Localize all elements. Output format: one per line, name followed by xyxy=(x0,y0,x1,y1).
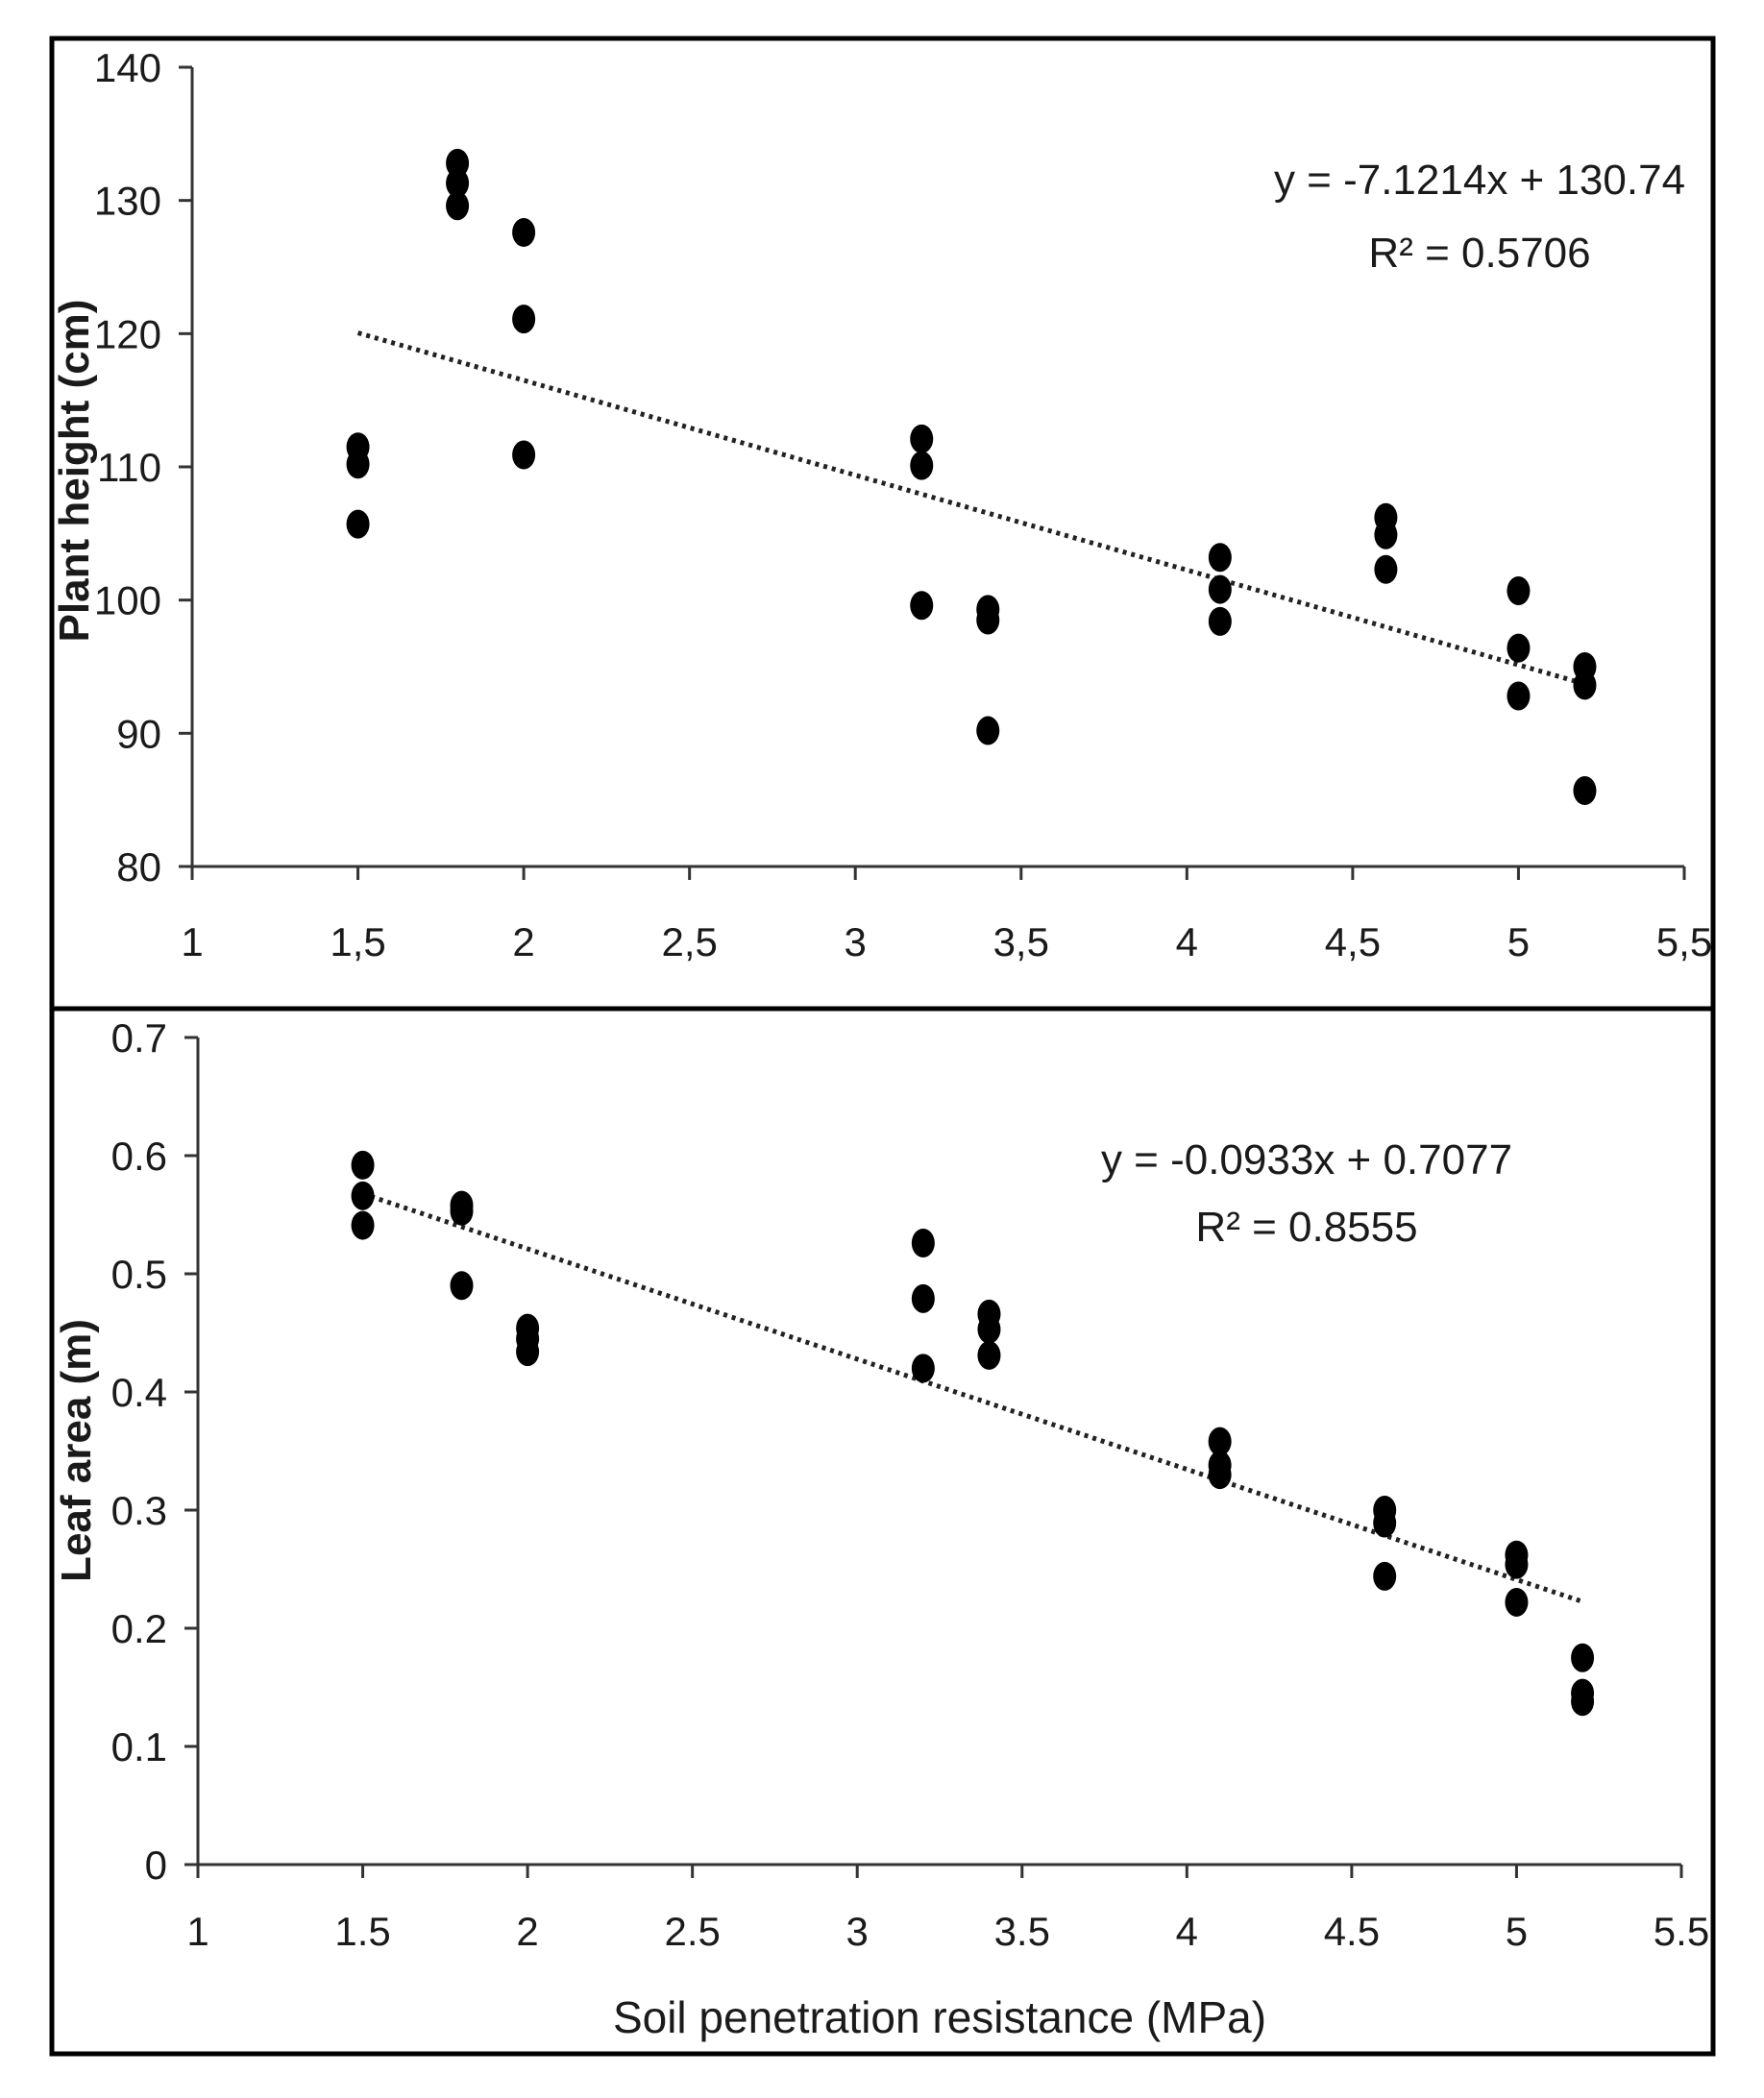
y-tick-label: 90 xyxy=(116,711,161,756)
x-tick-label: 3,5 xyxy=(993,919,1049,964)
data-point xyxy=(1507,575,1531,605)
y-tick-label: 0.1 xyxy=(111,1724,167,1769)
leaf-area-chart: 0 0.1 0.2 0.3 0.4 0.5 0.6 0.7 1 1.5 2 2.5 3 3.5 4 4.5 5… xyxy=(53,1015,1709,2042)
data-point xyxy=(911,1354,935,1383)
y-axis-title: Plant height (cm) xyxy=(51,300,98,643)
data-point xyxy=(450,1196,474,1226)
y-tick-label: 0.6 xyxy=(111,1134,167,1179)
data-point xyxy=(450,1271,474,1301)
data-point xyxy=(910,451,934,480)
x-tick-label: 2.5 xyxy=(664,1909,720,1954)
data-point xyxy=(1374,520,1398,549)
x-tick-label: 5.5 xyxy=(1654,1909,1709,1954)
data-point xyxy=(351,1150,375,1180)
y-tick-label: 130 xyxy=(94,179,161,224)
data-point xyxy=(446,168,470,198)
data-point xyxy=(911,1283,935,1313)
plant-height-chart: 80 90 100 110 120 130 140 1 1,5 2 2,5 3 3,5 4 4,5 5 5,5… xyxy=(51,45,1712,964)
x-tick-label: 1.5 xyxy=(334,1909,390,1954)
x-tick-label: 2 xyxy=(512,919,534,964)
data-point xyxy=(1373,1508,1397,1538)
data-point xyxy=(1208,1427,1232,1456)
data-point xyxy=(1208,543,1232,573)
r-squared-label: R² = 0.8555 xyxy=(1195,1204,1417,1251)
data-point xyxy=(446,148,470,178)
y-tick-label: 0.2 xyxy=(111,1606,167,1651)
data-point xyxy=(976,605,1000,635)
y-tick-label: 110 xyxy=(97,445,161,490)
data-point xyxy=(351,1181,375,1210)
x-tick-label: 5 xyxy=(1507,919,1530,964)
y-tick-label: 0.7 xyxy=(111,1015,167,1061)
data-point xyxy=(346,509,370,539)
x-tick-label: 4,5 xyxy=(1325,919,1381,964)
data-point xyxy=(1507,633,1531,663)
data-point xyxy=(910,591,934,621)
y-tick-label: 100 xyxy=(94,578,161,623)
x-tick-label: 1 xyxy=(186,1909,208,1954)
data-point xyxy=(446,191,470,221)
x-tick-label: 1,5 xyxy=(330,919,385,964)
data-point xyxy=(512,440,536,470)
data-point xyxy=(1208,574,1232,604)
x-tick-label: 3.5 xyxy=(994,1909,1050,1954)
x-tick-label: 1 xyxy=(181,919,203,964)
y-axis-title: Leaf area (m) xyxy=(53,1319,100,1582)
r-squared-label: R² = 0.5706 xyxy=(1368,230,1590,277)
data-point xyxy=(512,305,536,334)
y-tick-label: 0.5 xyxy=(111,1252,167,1297)
trendline xyxy=(361,1191,1583,1604)
x-tick-label: 3 xyxy=(846,1909,869,1954)
data-point xyxy=(1374,554,1398,584)
data-point xyxy=(1505,1587,1529,1617)
data-point xyxy=(977,1314,1001,1344)
x-axis-title: Soil penetration resistance (MPa) xyxy=(613,1992,1266,2042)
data-point xyxy=(911,1229,935,1258)
x-tick-label: 3 xyxy=(845,919,867,964)
x-tick-label: 4 xyxy=(1176,1909,1198,1954)
y-tick-label: 80 xyxy=(116,844,161,890)
x-tick-label: 2,5 xyxy=(661,919,717,964)
trend-equation: y = -7.1214x + 130.74 xyxy=(1274,157,1685,204)
data-point xyxy=(977,1340,1001,1370)
data-point xyxy=(512,217,536,247)
data-point xyxy=(346,450,370,479)
x-tick-label: 5 xyxy=(1506,1909,1528,1954)
data-point xyxy=(351,1210,375,1240)
data-point xyxy=(1208,606,1232,636)
y-tick-label: 0.4 xyxy=(111,1370,167,1415)
data-point xyxy=(1208,1460,1232,1490)
data-point xyxy=(1505,1549,1529,1579)
y-tick-label: 0.3 xyxy=(111,1488,167,1533)
data-point xyxy=(1571,1643,1595,1672)
bottom-panel-frame xyxy=(49,1006,1716,2057)
x-tick-label: 4.5 xyxy=(1324,1909,1380,1954)
x-tick-label: 2 xyxy=(516,1909,538,1954)
data-point xyxy=(1573,671,1597,700)
y-tick-label: 140 xyxy=(94,45,161,90)
data-point xyxy=(1373,1561,1397,1591)
data-point xyxy=(1507,681,1531,711)
trend-equation: y = -0.0933x + 0.7077 xyxy=(1101,1136,1512,1183)
trendline xyxy=(356,330,1586,687)
data-point xyxy=(976,716,1000,745)
y-tick-label: 120 xyxy=(94,311,161,356)
data-point xyxy=(910,424,934,453)
x-tick-label: 5,5 xyxy=(1656,919,1712,964)
data-point xyxy=(1573,775,1597,805)
data-point xyxy=(516,1337,540,1367)
x-tick-label: 4 xyxy=(1176,919,1198,964)
data-point xyxy=(1571,1687,1595,1717)
y-tick-label: 0 xyxy=(145,1842,167,1888)
